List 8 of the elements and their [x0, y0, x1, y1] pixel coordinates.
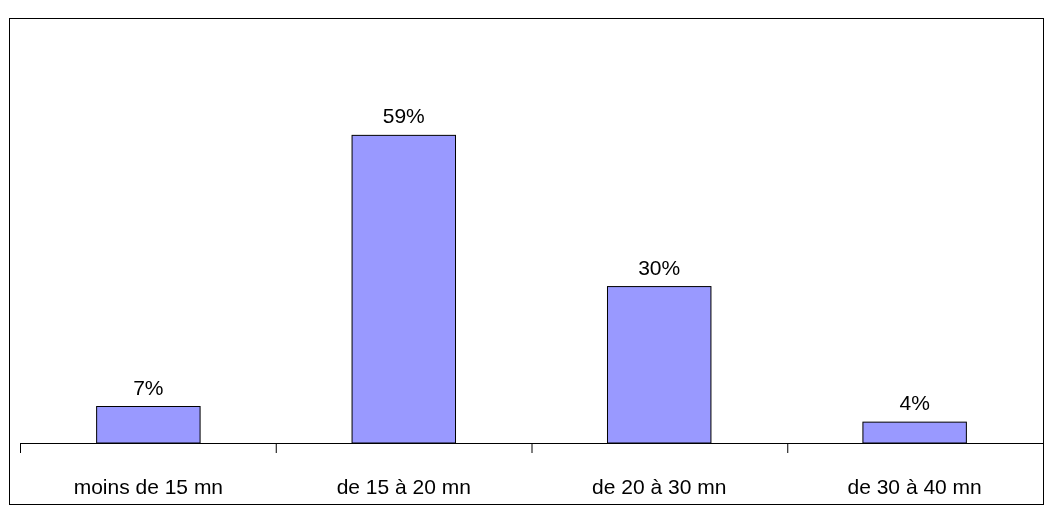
- data-label: 4%: [899, 391, 930, 415]
- x-tick-label: moins de 15 mn: [73, 475, 224, 498]
- x-tick-label: de 30 à 40 mn: [847, 475, 982, 498]
- data-label: 30%: [638, 255, 681, 279]
- data-label: 59%: [382, 104, 425, 128]
- x-tick-label: de 20 à 30 mn: [592, 475, 727, 498]
- data-label: 7%: [133, 375, 164, 399]
- x-tick-label: de 15 à 20 mn: [336, 475, 471, 498]
